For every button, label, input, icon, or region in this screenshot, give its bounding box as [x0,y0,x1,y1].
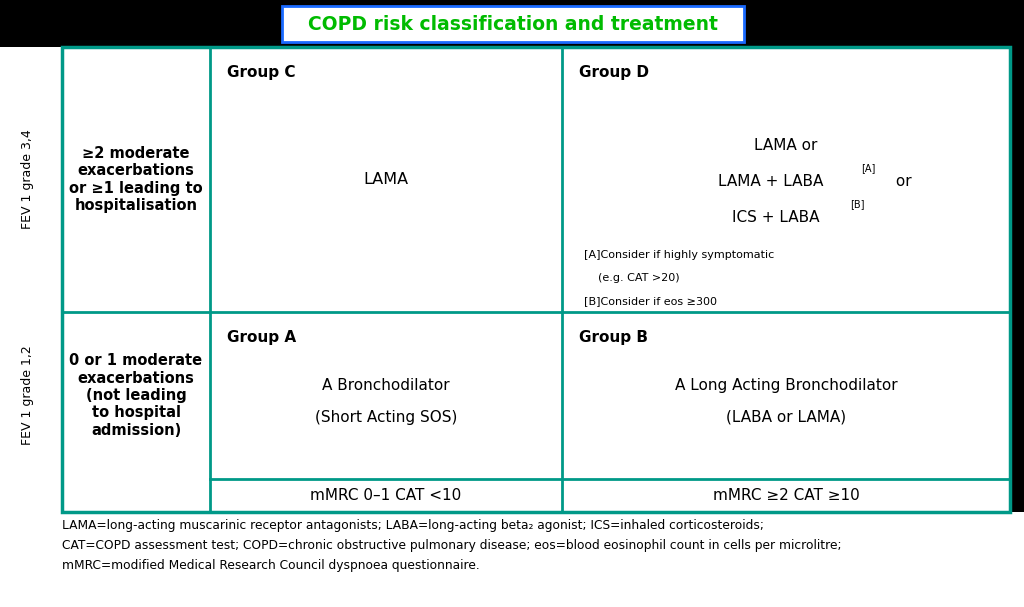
Text: [A]: [A] [861,163,876,173]
Text: CAT=COPD assessment test; COPD=chronic obstructive pulmonary disease; eos=blood : CAT=COPD assessment test; COPD=chronic o… [62,539,842,552]
Text: [A]Consider if highly symptomatic: [A]Consider if highly symptomatic [584,250,774,260]
Text: mMRC 0–1 CAT <10: mMRC 0–1 CAT <10 [310,488,462,503]
Text: (e.g. CAT >20): (e.g. CAT >20) [584,273,680,283]
Text: Group C: Group C [227,65,296,80]
Text: [B]: [B] [850,199,864,209]
Text: (Short Acting SOS): (Short Acting SOS) [314,410,457,425]
Bar [0,512,1024,607]
Text: LAMA=long-acting muscarinic receptor antagonists; LABA=long-acting beta₂ agonist: LAMA=long-acting muscarinic receptor ant… [62,519,764,532]
Text: (LABA or LAMA): (LABA or LAMA) [726,410,846,425]
Text: LAMA: LAMA [364,172,409,187]
Bar [0,47,62,512]
Text: A Long Acting Bronchodilator: A Long Acting Bronchodilator [675,378,897,393]
Text: [B]Consider if eos ≥300: [B]Consider if eos ≥300 [584,296,717,306]
Text: ICS + LABA: ICS + LABA [732,209,820,225]
Bar [282,6,744,42]
Text: LAMA + LABA: LAMA + LABA [718,174,823,189]
Bar [62,47,1010,512]
Bar [282,6,744,42]
Text: ≥2 moderate
exacerbations
or ≥1 leading to
hospitalisation: ≥2 moderate exacerbations or ≥1 leading … [70,146,203,213]
Bar [62,47,1010,512]
Text: 0 or 1 moderate
exacerbations
(not leading
to hospital
admission): 0 or 1 moderate exacerbations (not leadi… [70,353,203,438]
Text: A Bronchodilator: A Bronchodilator [323,378,450,393]
Text: mMRC=modified Medical Research Council dyspnoea questionnaire.: mMRC=modified Medical Research Council d… [62,559,480,572]
Text: Group B: Group B [579,330,648,345]
Text: Group D: Group D [579,65,649,80]
Text: LAMA or: LAMA or [755,138,818,152]
Text: mMRC ≥2 CAT ≥10: mMRC ≥2 CAT ≥10 [713,488,859,503]
Text: or: or [891,174,911,189]
Text: Group A: Group A [227,330,296,345]
Text: FEV 1 grade 3,4: FEV 1 grade 3,4 [22,130,35,229]
Text: COPD risk classification and treatment: COPD risk classification and treatment [308,15,718,33]
Text: FEV 1 grade 1,2: FEV 1 grade 1,2 [22,345,35,446]
